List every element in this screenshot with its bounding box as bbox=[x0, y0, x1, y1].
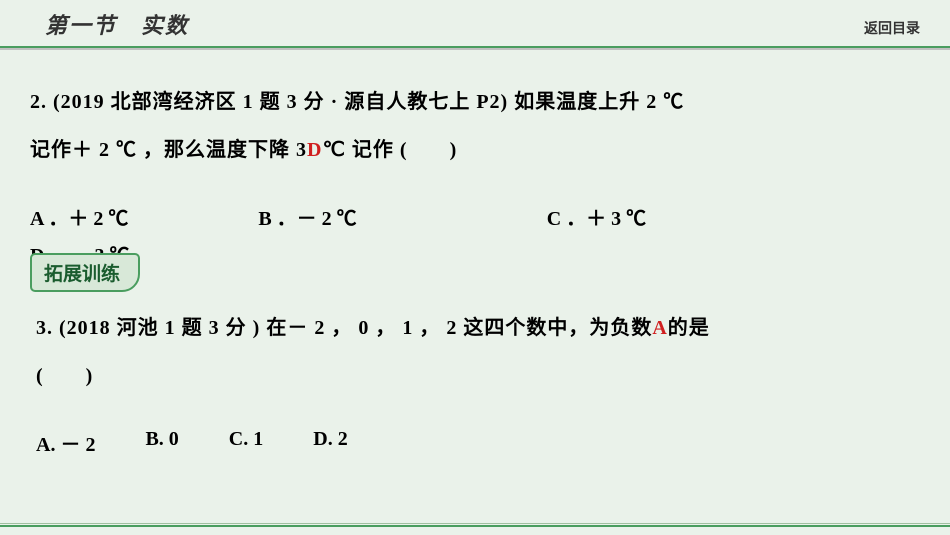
q3-line1b: 的是 bbox=[668, 317, 710, 339]
q2-option-b: B ．－ 2 ℃ bbox=[258, 202, 356, 231]
q3-option-b: B. 0 bbox=[145, 428, 178, 457]
q3-line2: ( ) bbox=[36, 365, 93, 387]
q3-option-d: D. 2 bbox=[313, 428, 347, 457]
content-area: 2. (2019 北部湾经济区 1 题 3 分 · 源自人教七上 P2) 如果温… bbox=[0, 48, 950, 457]
q2-line2b: ℃ 记作 ( ) bbox=[322, 139, 457, 161]
question-3: 3. (2018 河池 1 题 3 分 ) 在－ 2 ， 0 ， 1 ， 2 这… bbox=[30, 304, 920, 400]
q2-answer-mark: D bbox=[307, 139, 322, 161]
q3-answer-mark: A bbox=[652, 317, 667, 339]
q2-option-a: A ．＋ 2 ℃ bbox=[30, 202, 128, 231]
q2-line2a: 记作＋ 2 ℃ ，那么温度下降 3 bbox=[30, 139, 307, 161]
q3-option-a: A. － 2 bbox=[36, 428, 95, 457]
q3-option-c: C. 1 bbox=[229, 428, 263, 457]
footer-line bbox=[0, 525, 950, 527]
q2-line1: 2. (2019 北部湾经济区 1 题 3 分 · 源自人教七上 P2) 如果温… bbox=[30, 91, 684, 113]
section-title: 第一节 实数 bbox=[45, 8, 189, 40]
page-header: 第一节 实数 返回目录 bbox=[0, 0, 950, 48]
q3-line1a: 3. (2018 河池 1 题 3 分 ) 在－ 2 ， 0 ， 1 ， 2 这… bbox=[36, 317, 652, 339]
q2-options: A ．＋ 2 ℃ B ．－ 2 ℃ C ．＋ 3 ℃ bbox=[30, 202, 920, 231]
q3-options: A. － 2 B. 0 C. 1 D. 2 bbox=[30, 428, 920, 457]
extension-training-tag: 拓展训练 bbox=[30, 253, 140, 292]
footer-line-light bbox=[0, 523, 950, 524]
header-underline-shadow bbox=[0, 48, 950, 50]
return-link[interactable]: 返回目录 bbox=[864, 18, 920, 38]
question-2: 2. (2019 北部湾经济区 1 题 3 分 · 源自人教七上 P2) 如果温… bbox=[30, 78, 920, 174]
q2-option-c: C ．＋ 3 ℃ bbox=[547, 202, 646, 231]
q2-option-d-partial: D ．－ 3 ℃ bbox=[30, 239, 920, 261]
